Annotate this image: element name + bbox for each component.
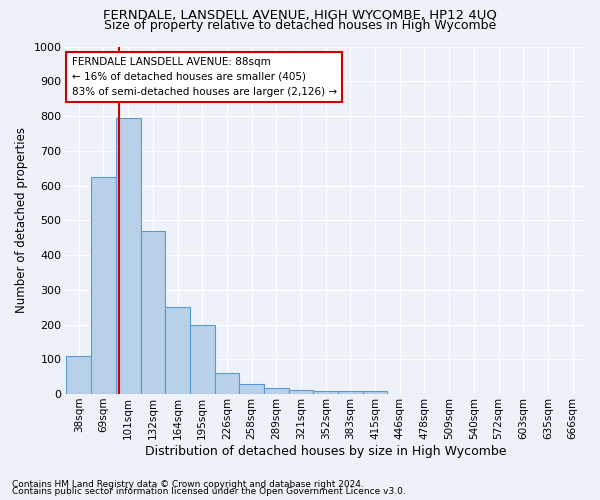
Bar bbox=[91, 177, 116, 394]
Text: Contains HM Land Registry data © Crown copyright and database right 2024.: Contains HM Land Registry data © Crown c… bbox=[12, 480, 364, 489]
Bar bbox=[313, 390, 338, 394]
Bar bbox=[215, 373, 239, 394]
Bar bbox=[239, 384, 264, 394]
Y-axis label: Number of detached properties: Number of detached properties bbox=[15, 128, 28, 314]
Text: Size of property relative to detached houses in High Wycombe: Size of property relative to detached ho… bbox=[104, 19, 496, 32]
Bar bbox=[140, 230, 165, 394]
Bar bbox=[264, 388, 289, 394]
Bar bbox=[165, 307, 190, 394]
Bar bbox=[289, 390, 313, 394]
Text: FERNDALE, LANSDELL AVENUE, HIGH WYCOMBE, HP12 4UQ: FERNDALE, LANSDELL AVENUE, HIGH WYCOMBE,… bbox=[103, 9, 497, 22]
Text: FERNDALE LANSDELL AVENUE: 88sqm
← 16% of detached houses are smaller (405)
83% o: FERNDALE LANSDELL AVENUE: 88sqm ← 16% of… bbox=[71, 57, 337, 96]
Bar bbox=[116, 118, 140, 394]
Text: Contains public sector information licensed under the Open Government Licence v3: Contains public sector information licen… bbox=[12, 487, 406, 496]
Bar bbox=[190, 324, 215, 394]
Bar bbox=[338, 390, 363, 394]
X-axis label: Distribution of detached houses by size in High Wycombe: Distribution of detached houses by size … bbox=[145, 444, 506, 458]
Bar bbox=[67, 356, 91, 394]
Bar bbox=[363, 390, 388, 394]
